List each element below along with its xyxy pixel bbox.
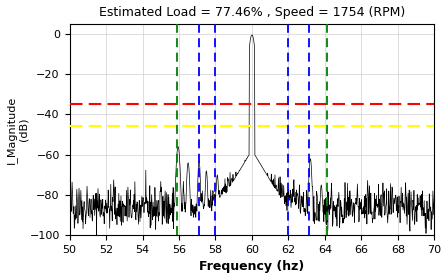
- Y-axis label: I_Magnitude
(dB): I_Magnitude (dB): [5, 95, 28, 164]
- X-axis label: Frequency (hz): Frequency (hz): [199, 260, 304, 273]
- Title: Estimated Load = 77.46% , Speed = 1754 (RPM): Estimated Load = 77.46% , Speed = 1754 (…: [99, 6, 405, 19]
